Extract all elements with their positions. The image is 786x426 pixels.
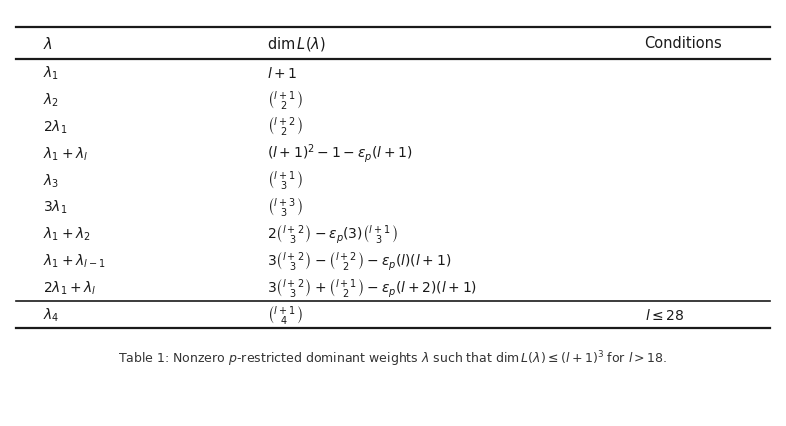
Text: $2\binom{l+2}{3}-\epsilon_p(3)\binom{l+1}{3}$: $2\binom{l+2}{3}-\epsilon_p(3)\binom{l+1… xyxy=(267,223,399,245)
Text: $l \leq 28$: $l \leq 28$ xyxy=(645,307,684,322)
Text: $\dim L(\lambda)$: $\dim L(\lambda)$ xyxy=(267,35,326,53)
Text: $2\lambda_1$: $2\lambda_1$ xyxy=(43,118,68,135)
Text: $\binom{l+1}{3}$: $\binom{l+1}{3}$ xyxy=(267,169,303,192)
Text: $\lambda_1+\lambda_l$: $\lambda_1+\lambda_l$ xyxy=(43,145,89,162)
Text: $\binom{l+2}{2}$: $\binom{l+2}{2}$ xyxy=(267,115,303,138)
Text: $\lambda_1+\lambda_{l-1}$: $\lambda_1+\lambda_{l-1}$ xyxy=(43,252,106,270)
Text: $(l+1)^2-1-\epsilon_p(l+1)$: $(l+1)^2-1-\epsilon_p(l+1)$ xyxy=(267,142,413,165)
Text: Conditions: Conditions xyxy=(645,36,722,51)
Text: $\lambda_2$: $\lambda_2$ xyxy=(43,91,59,109)
Text: $\lambda$: $\lambda$ xyxy=(43,36,53,52)
Text: $3\lambda_1$: $3\lambda_1$ xyxy=(43,199,68,216)
Text: $\lambda_1$: $\lambda_1$ xyxy=(43,64,59,82)
Text: $\binom{l+1}{4}$: $\binom{l+1}{4}$ xyxy=(267,303,303,326)
Text: $\binom{l+1}{2}$: $\binom{l+1}{2}$ xyxy=(267,89,303,111)
Text: $\lambda_1+\lambda_2$: $\lambda_1+\lambda_2$ xyxy=(43,225,91,243)
Text: Table 1: Nonzero $p$-restricted dominant weights $\lambda$ such that $\dim L(\la: Table 1: Nonzero $p$-restricted dominant… xyxy=(119,348,667,368)
Text: $\binom{l+3}{3}$: $\binom{l+3}{3}$ xyxy=(267,196,303,219)
Text: $\lambda_3$: $\lambda_3$ xyxy=(43,172,60,189)
Text: $3\binom{l+2}{3}+\binom{l+1}{2}-\epsilon_p(l+2)(l+1)$: $3\binom{l+2}{3}+\binom{l+1}{2}-\epsilon… xyxy=(267,276,477,299)
Text: $2\lambda_1+\lambda_l$: $2\lambda_1+\lambda_l$ xyxy=(43,279,97,296)
Text: $3\binom{l+2}{3}-\binom{l+2}{2}-\epsilon_p(l)(l+1)$: $3\binom{l+2}{3}-\binom{l+2}{2}-\epsilon… xyxy=(267,250,451,272)
Text: $l+1$: $l+1$ xyxy=(267,66,298,81)
Text: $\lambda_4$: $\lambda_4$ xyxy=(43,306,60,323)
